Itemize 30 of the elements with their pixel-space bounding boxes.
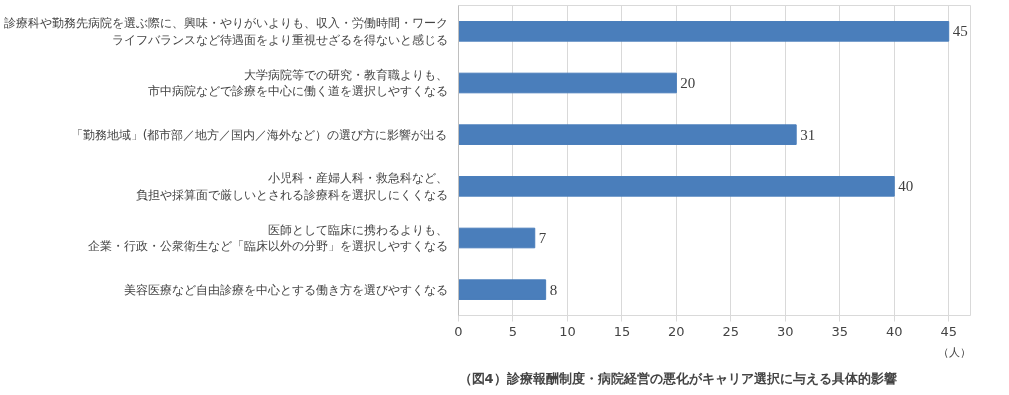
x-tick-label: 30 [777, 323, 794, 339]
data-label: 45 [952, 23, 968, 40]
data-label: 31 [800, 126, 816, 143]
x-tick-label: 35 [831, 323, 849, 339]
text: （図4）診療報酬制度・病院経営の悪化がキャリア選択に与える具体的影響 [458, 370, 897, 386]
data-label: 40 [898, 178, 914, 195]
bar [458, 176, 895, 197]
x-tick-label: 5 [508, 323, 518, 339]
y-tick-label: 「勤務地域」(都市部／地方／国内／海外など）の選び方に影響が出る [70, 127, 448, 142]
bar [458, 124, 797, 145]
x-tick-label: 40 [885, 323, 903, 339]
y-tick-label: 診療科や勤務先病院を選ぶ際に、興味・やりがいよりも、収入・労働時間・ワークライフバランスなど待遇面をより重視せざるを得ないと感じる [3, 15, 448, 47]
y-tick-label: 大学病院等での研究・教育職よりも、市中病院などで診療を中心に働く道を選択しやすくなる [147, 67, 448, 99]
bar [458, 227, 536, 249]
x-tick-label: 25 [722, 323, 740, 339]
x-tick-label: 15 [613, 323, 631, 339]
x-tick-label: 45 [940, 323, 957, 339]
y-tick-label: 美容医療など自由診療を中心とする働き方を選びやすくなる [123, 282, 448, 297]
data-label: 7 [538, 230, 547, 246]
bar [458, 72, 677, 94]
x-tick-label: 10 [559, 323, 576, 339]
data-label: 20 [680, 75, 696, 91]
x-tick-label: 20 [668, 323, 685, 339]
x-tick-label: 0 [454, 323, 463, 339]
bar [458, 21, 950, 42]
bar [458, 279, 547, 300]
y-tick-label: 医師として臨床に携わるよりも、企業・行政・公衆衛生など「臨床以外の分野」を選択しやすくなる [87, 222, 448, 254]
x-axis-title: （人） [937, 345, 971, 359]
y-tick-label: 小児科・産婦人科・救急科など、負担や採算面で厳しいとされる診療科を選択しにくくなる [135, 170, 448, 202]
data-label: 8 [549, 281, 558, 298]
